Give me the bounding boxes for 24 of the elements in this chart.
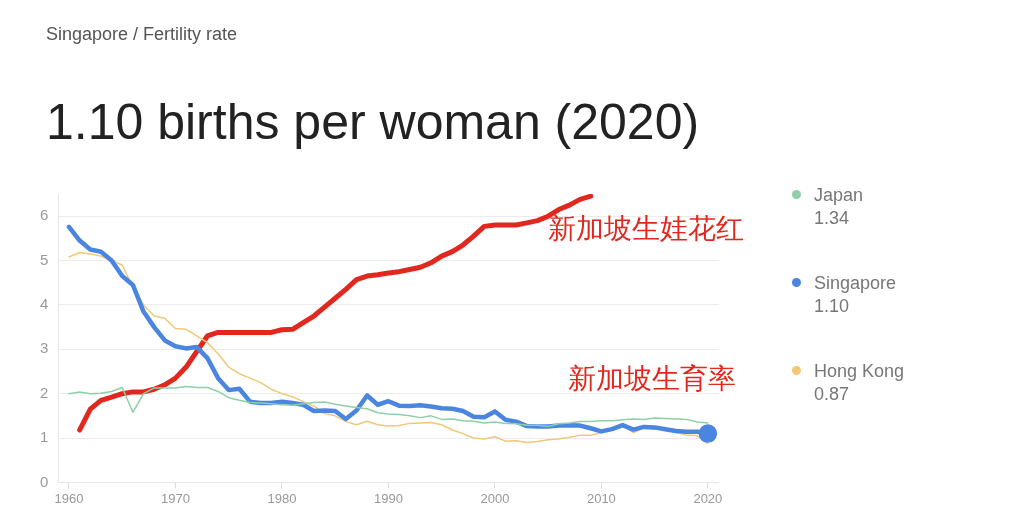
x-tick-label: 2010 xyxy=(586,490,616,506)
annotation: 新加坡生娃花红 xyxy=(548,212,744,246)
y-tick-label: 6 xyxy=(40,206,49,224)
x-tick-label: 2000 xyxy=(480,490,510,506)
y-tick-label: 1 xyxy=(40,428,49,446)
y-tick-label: 0 xyxy=(40,472,49,490)
chart-title: 1.10 births per woman (2020) xyxy=(46,93,700,152)
x-tick-label: 2020 xyxy=(693,490,723,506)
text: 0.87 xyxy=(814,383,851,406)
y-tick-label: 2 xyxy=(40,383,49,401)
x-tick-label: 1990 xyxy=(373,490,403,506)
annotation: 新加坡生育率 xyxy=(568,362,736,396)
y-tick-label: 3 xyxy=(40,339,49,357)
text: 1.34 xyxy=(814,207,851,230)
chart-subtitle: Singapore / Fertility rate xyxy=(46,24,238,45)
x-tick-label: 1970 xyxy=(161,490,190,506)
y-tick-label: 5 xyxy=(40,250,49,268)
x-tick-label: 1960 xyxy=(54,490,84,506)
x-tick-label: 1980 xyxy=(267,490,297,506)
legend-label: Japan xyxy=(814,184,864,207)
y-tick-label: 4 xyxy=(40,295,49,313)
legend-label: Hong Kong xyxy=(814,360,905,383)
text: 1.10 xyxy=(814,295,851,318)
legend-label: Singapore xyxy=(814,272,897,295)
